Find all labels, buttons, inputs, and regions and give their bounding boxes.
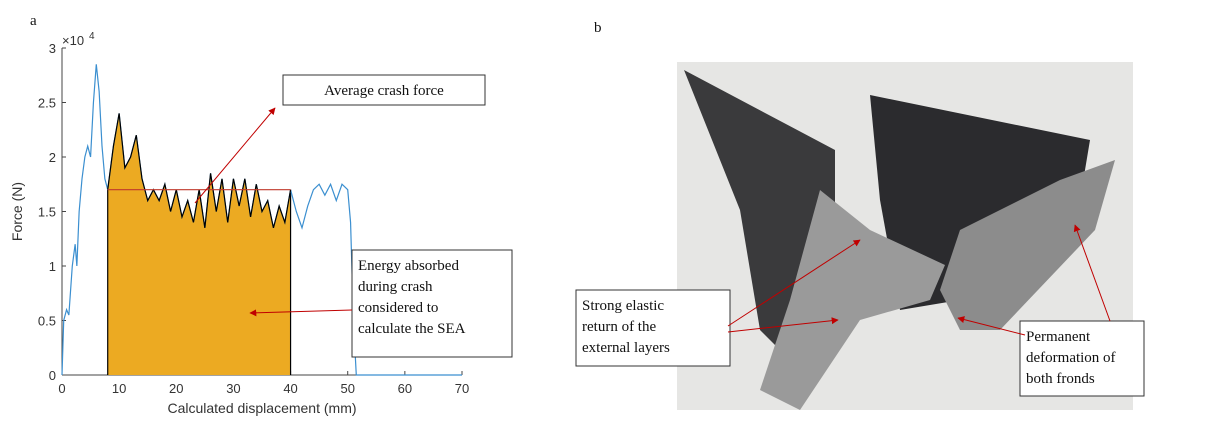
annotation-arrow <box>727 317 839 333</box>
annotation-arrow <box>727 239 861 327</box>
annotation-text: return of the <box>582 319 656 335</box>
x-tick-label: 60 <box>398 381 412 396</box>
photo <box>677 62 1133 410</box>
x-axis-label: Calculated displacement (mm) <box>167 400 356 416</box>
x-tick-label: 0 <box>58 381 65 396</box>
x-tick-label: 20 <box>169 381 183 396</box>
y-axis-label: Force (N) <box>9 182 25 241</box>
annotation-text: Energy absorbed <box>358 258 459 274</box>
y-tick-label: 2.5 <box>38 96 56 111</box>
annotation-text: Average crash force <box>324 83 444 99</box>
annotation-arrow <box>1073 224 1111 322</box>
x-tick-label: 70 <box>455 381 469 396</box>
y-tick-label: 2 <box>49 150 56 165</box>
annotation-text: during crash <box>358 279 433 295</box>
y-tick-label: 1.5 <box>38 205 56 220</box>
energy-area <box>107 113 291 376</box>
x-tick-label: 50 <box>340 381 354 396</box>
annotation-text: calculate the SEA <box>358 321 466 337</box>
annotation-box <box>282 74 486 106</box>
annotation-text: both fronds <box>1026 371 1095 387</box>
y-multiplier-exp: 4 <box>89 31 95 42</box>
annotation-text: considered to <box>358 300 438 316</box>
annotation-arrow <box>249 309 353 317</box>
annotation-text: Permanent <box>1026 329 1091 345</box>
x-tick-label: 30 <box>226 381 240 396</box>
annotation-text: external layers <box>582 340 670 356</box>
annotation-box <box>575 289 731 367</box>
annotation-arrow <box>194 107 276 204</box>
annotation-text: deformation of <box>1026 350 1116 366</box>
annotation-box <box>351 249 513 358</box>
panel-label: b <box>594 20 602 36</box>
x-tick-label: 10 <box>112 381 126 396</box>
y-tick-label: 0.5 <box>38 314 56 329</box>
annotation-box <box>1019 320 1145 397</box>
y-multiplier: ×10 <box>62 33 84 48</box>
x-tick-label: 40 <box>283 381 297 396</box>
annotation-text: Strong elastic <box>582 298 664 314</box>
y-tick-label: 0 <box>49 368 56 383</box>
y-tick-label: 3 <box>49 41 56 56</box>
panel-label: a <box>30 13 37 29</box>
y-tick-label: 1 <box>49 259 56 274</box>
annotation-arrow <box>957 316 1026 336</box>
